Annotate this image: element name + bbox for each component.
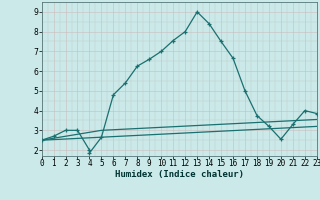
X-axis label: Humidex (Indice chaleur): Humidex (Indice chaleur) — [115, 170, 244, 179]
